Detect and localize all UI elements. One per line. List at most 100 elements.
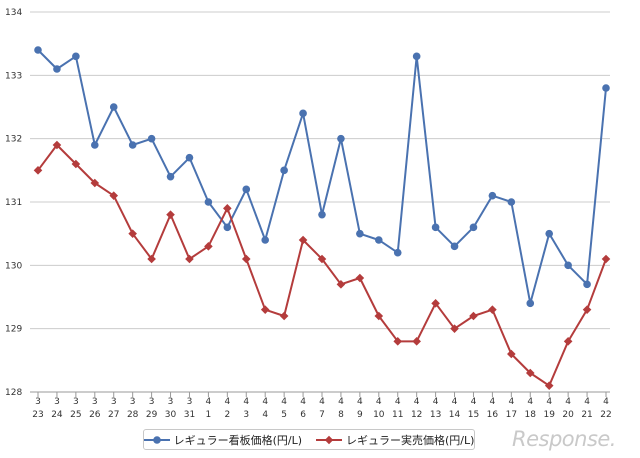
actual-price-point bbox=[431, 299, 440, 308]
x-tick-month-label: 4 bbox=[395, 397, 401, 407]
signboard-price-point bbox=[242, 185, 251, 194]
actual-price-point bbox=[507, 349, 516, 359]
x-tick-month-label: 4 bbox=[224, 397, 230, 407]
response-watermark: Response. bbox=[512, 427, 616, 451]
signboard-price-point bbox=[53, 65, 61, 73]
x-tick-month-label: 4 bbox=[490, 397, 496, 407]
legend-item-signboard-price[interactable]: レギュラー看板価格(円/L) bbox=[143, 432, 302, 448]
legend-diamond-marker-icon bbox=[316, 435, 342, 444]
actual-price-point bbox=[336, 280, 346, 289]
y-tick-label: 133 bbox=[5, 71, 22, 81]
x-tick-day-label: 3 bbox=[243, 410, 249, 420]
signboard-price-point bbox=[564, 261, 572, 270]
x-tick-month-label: 4 bbox=[319, 397, 325, 407]
signboard-price-point bbox=[204, 198, 213, 206]
y-tick-label: 130 bbox=[5, 261, 22, 271]
x-tick-day-label: 16 bbox=[487, 410, 499, 420]
signboard-price-point bbox=[412, 52, 421, 61]
signboard-price-point bbox=[602, 84, 610, 92]
actual-price-point bbox=[393, 337, 403, 346]
x-tick-month-label: 3 bbox=[35, 397, 41, 407]
x-tick-day-label: 18 bbox=[525, 410, 537, 420]
actual-price-point bbox=[317, 254, 327, 264]
actual-price-point bbox=[223, 204, 232, 213]
actual-price-point bbox=[204, 242, 213, 251]
actual-price-point bbox=[355, 273, 365, 283]
actual-price-point bbox=[52, 140, 62, 150]
x-tick-month-label: 4 bbox=[262, 397, 268, 407]
signboard-price-point bbox=[526, 299, 535, 308]
x-tick-day-label: 14 bbox=[449, 410, 461, 420]
x-tick-day-label: 15 bbox=[468, 410, 479, 420]
x-tick-month-label: 3 bbox=[130, 397, 136, 407]
actual-price-point bbox=[469, 311, 478, 321]
signboard-price-point bbox=[72, 52, 80, 61]
actual-price-point bbox=[241, 254, 251, 264]
x-tick-month-label: 4 bbox=[376, 397, 382, 407]
actual-price-point bbox=[525, 368, 535, 378]
x-tick-month-label: 4 bbox=[452, 397, 458, 407]
actual-price-point bbox=[71, 159, 81, 169]
signboard-price-point bbox=[166, 172, 175, 181]
line-chart: 1281291301311321331343233243253263273283… bbox=[5, 8, 612, 420]
x-tick-day-label: 29 bbox=[146, 410, 158, 420]
x-tick-day-label: 23 bbox=[32, 410, 43, 420]
y-tick-label: 128 bbox=[5, 388, 22, 398]
actual-price-point bbox=[185, 254, 194, 264]
x-tick-day-label: 9 bbox=[357, 410, 363, 420]
x-tick-day-label: 8 bbox=[338, 410, 344, 420]
actual-price-point bbox=[298, 235, 308, 245]
actual-price-point bbox=[279, 311, 289, 321]
x-tick-month-label: 4 bbox=[357, 397, 363, 407]
actual-price-point bbox=[450, 324, 459, 333]
signboard-price-point bbox=[261, 236, 270, 244]
actual-price-point bbox=[601, 254, 611, 264]
x-tick-day-label: 10 bbox=[373, 410, 385, 420]
actual-price-point bbox=[544, 381, 554, 390]
signboard-price-point bbox=[356, 229, 364, 238]
signboard-price-point bbox=[147, 134, 156, 143]
x-tick-month-label: 3 bbox=[111, 397, 117, 407]
x-tick-day-label: 12 bbox=[411, 410, 422, 420]
actual-price-point bbox=[147, 254, 156, 264]
signboard-price-point bbox=[469, 223, 478, 232]
x-tick-day-label: 20 bbox=[562, 410, 574, 420]
actual-price-point bbox=[109, 191, 119, 200]
y-tick-label: 129 bbox=[5, 325, 22, 335]
actual-price-point bbox=[582, 305, 592, 314]
x-tick-month-label: 4 bbox=[603, 397, 609, 407]
actual-price-point bbox=[90, 178, 100, 188]
signboard-price-point bbox=[34, 46, 42, 54]
x-tick-day-label: 21 bbox=[581, 410, 592, 420]
x-tick-day-label: 30 bbox=[165, 410, 177, 420]
signboard-price-point bbox=[91, 141, 99, 149]
signboard-price-point bbox=[109, 103, 118, 111]
y-tick-label: 134 bbox=[5, 8, 22, 18]
signboard-price-point bbox=[375, 236, 383, 244]
x-tick-month-label: 4 bbox=[281, 397, 287, 407]
signboard-price-point bbox=[299, 109, 307, 118]
legend-circle-marker-icon bbox=[143, 435, 170, 444]
x-tick-month-label: 4 bbox=[300, 397, 306, 407]
signboard-price-point bbox=[337, 134, 345, 143]
x-tick-day-label: 19 bbox=[543, 410, 555, 420]
actual-price-point bbox=[412, 337, 421, 346]
signboard-price-point bbox=[318, 210, 326, 219]
x-tick-month-label: 3 bbox=[149, 397, 155, 407]
actual-price-point bbox=[488, 305, 497, 314]
signboard-price-point bbox=[128, 141, 137, 149]
legend-item-actual-price[interactable]: レギュラー実売価格(円/L) bbox=[316, 432, 474, 448]
legend: レギュラー看板価格(円/L) レギュラー実売価格(円/L) bbox=[143, 429, 475, 450]
legend-label-signboard-price: レギュラー看板価格(円/L) bbox=[173, 433, 302, 447]
actual-price-point bbox=[563, 337, 573, 346]
x-tick-month-label: 4 bbox=[414, 397, 420, 407]
x-tick-month-label: 4 bbox=[565, 397, 571, 407]
x-tick-month-label: 3 bbox=[73, 397, 79, 407]
signboard-price-point bbox=[393, 248, 402, 257]
y-tick-label: 132 bbox=[5, 135, 22, 145]
x-tick-day-label: 22 bbox=[600, 410, 611, 420]
x-tick-day-label: 24 bbox=[51, 410, 63, 420]
signboard-price-point bbox=[507, 198, 516, 206]
x-tick-month-label: 4 bbox=[338, 397, 344, 407]
x-tick-day-label: 5 bbox=[281, 410, 287, 420]
